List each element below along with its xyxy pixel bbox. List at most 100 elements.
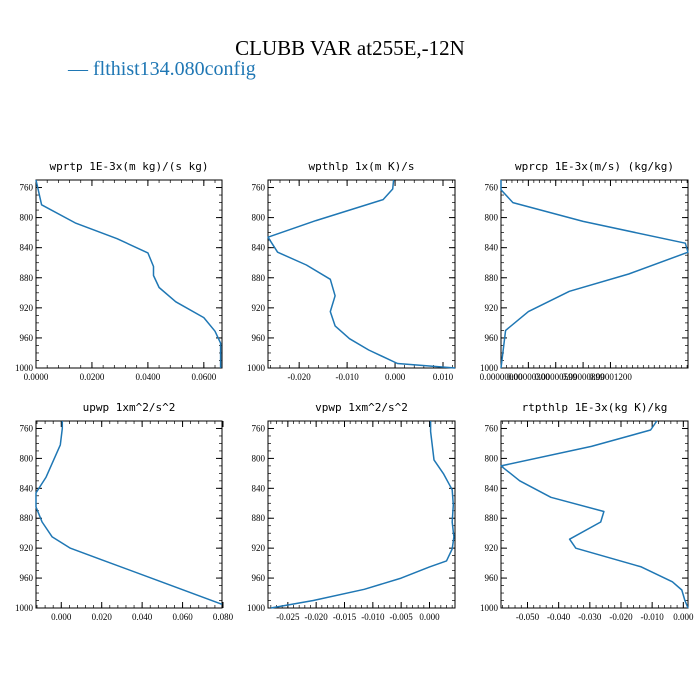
y-tick-label: 800 (252, 213, 266, 223)
x-tick-label: 0.00000300 (507, 372, 550, 382)
plot-panel-1: wpthlp 1x(m K)/s 760 800 840 880 920 960 1000 -0… (247, 160, 456, 382)
x-tick-label: 0.000 (673, 612, 694, 622)
x-tick-label: 0.080 (213, 612, 234, 622)
x-tick-label: 0.0000 (24, 372, 49, 382)
plot-panel-2: wprcp 1E-3x(m/s) (kg/kg) 760 800 840 880 920 9… (480, 160, 689, 382)
y-tick-label: 1000 (247, 603, 266, 613)
x-tick-label: 0.000 (419, 612, 440, 622)
legend: — flthist134.080config (68, 58, 256, 81)
y-tick-label: 960 (252, 573, 266, 583)
plot-frame (267, 179, 456, 369)
y-tick-label: 960 (20, 333, 34, 343)
legend-label: flthist134.080config (93, 58, 256, 80)
y-tick-label: 840 (485, 483, 499, 493)
x-tick-label: -0.030 (578, 612, 602, 622)
plot-frame (35, 179, 223, 369)
y-tick-label: 760 (20, 423, 34, 433)
x-tick-label: 0.060 (172, 612, 193, 622)
plot-frame (35, 420, 223, 609)
series-line (500, 420, 689, 609)
panel-title: wprtp 1E-3x(m kg)/(s kg) (50, 160, 209, 173)
y-tick-label: 880 (20, 273, 34, 283)
y-tick-label: 840 (20, 243, 34, 253)
x-tick-label: -0.020 (305, 612, 329, 622)
y-tick-label: 880 (20, 513, 34, 523)
y-tick-label: 760 (485, 423, 499, 433)
y-tick-label: 1000 (15, 363, 34, 373)
x-tick-label: 0.040 (132, 612, 153, 622)
panel-title: wpthlp 1x(m K)/s (309, 160, 415, 173)
y-tick-label: 960 (485, 573, 499, 583)
y-tick-label: 840 (20, 483, 34, 493)
x-tick-label: -0.010 (335, 372, 359, 382)
plot-panel-0: wprtp 1E-3x(m kg)/(s kg) 760 800 840 880 920 9… (15, 160, 223, 382)
x-tick-label: 0.020 (92, 612, 113, 622)
y-tick-label: 1000 (480, 603, 499, 613)
x-tick-label: -0.010 (641, 612, 665, 622)
series-line (270, 421, 455, 609)
y-tick-label: 840 (252, 243, 266, 253)
y-tick-label: 880 (485, 273, 499, 283)
series-line (267, 179, 456, 369)
x-tick-label: 0.0200 (80, 372, 105, 382)
x-tick-label: 0.0600 (191, 372, 216, 382)
x-tick-label: -0.050 (516, 612, 540, 622)
panel-title: vpwp 1xm^2/s^2 (315, 401, 408, 414)
x-tick-label: -0.040 (547, 612, 571, 622)
plot-panel-3: upwp 1xm^2/s^2 760 800 840 880 920 960 1000 0.00… (15, 401, 234, 622)
series-line (500, 180, 689, 369)
x-tick-label: -0.005 (390, 612, 414, 622)
x-tick-label: 0.00001200 (589, 372, 632, 382)
figure-title: CLUBB VAR at255E,-12N (235, 36, 465, 60)
y-tick-label: 1000 (247, 363, 266, 373)
y-tick-label: 760 (485, 183, 499, 193)
x-tick-label: 0.000 (385, 372, 406, 382)
series-line (35, 421, 223, 606)
x-tick-label: -0.015 (333, 612, 357, 622)
panel-title: rtpthlp 1E-3x(kg K)/kg (522, 401, 668, 414)
y-tick-label: 1000 (480, 363, 499, 373)
x-tick-label: 0.0400 (136, 372, 161, 382)
y-tick-label: 840 (252, 483, 266, 493)
x-tick-label: -0.010 (361, 612, 385, 622)
y-tick-label: 880 (252, 513, 266, 523)
y-tick-label: 760 (252, 423, 266, 433)
y-tick-label: 920 (20, 303, 34, 313)
x-tick-label: -0.020 (288, 372, 312, 382)
x-tick-label: 0.00000000 (480, 372, 523, 382)
plot-panel-5: rtpthlp 1E-3x(kg K)/kg 760 800 840 880 920 960… (480, 401, 694, 622)
plot-panel-4: vpwp 1xm^2/s^2 760 800 840 880 920 960 1000 -0.0… (247, 401, 456, 622)
y-tick-label: 920 (20, 543, 34, 553)
y-tick-label: 960 (485, 333, 499, 343)
y-tick-label: 920 (252, 303, 266, 313)
legend-line-icon: — (68, 58, 88, 80)
y-tick-label: 800 (252, 453, 266, 463)
y-tick-label: 920 (252, 543, 266, 553)
x-tick-label: -0.025 (276, 612, 300, 622)
x-tick-label: 0.010 (433, 372, 454, 382)
series-line (35, 179, 222, 368)
y-tick-label: 800 (485, 453, 499, 463)
y-tick-label: 960 (252, 333, 266, 343)
y-tick-label: 1000 (15, 603, 34, 613)
y-tick-label: 800 (485, 213, 499, 223)
y-tick-label: 960 (20, 573, 34, 583)
y-tick-label: 760 (252, 183, 266, 193)
y-tick-label: 880 (485, 513, 499, 523)
y-tick-label: 920 (485, 543, 499, 553)
panel-title: wprcp 1E-3x(m/s) (kg/kg) (515, 160, 674, 173)
y-tick-label: 880 (252, 273, 266, 283)
plot-frame (500, 179, 689, 369)
y-tick-label: 800 (20, 213, 34, 223)
x-tick-label: 0.00000899 (562, 372, 605, 382)
panel-title: upwp 1xm^2/s^2 (83, 401, 176, 414)
y-tick-label: 800 (20, 453, 34, 463)
y-tick-label: 760 (20, 183, 34, 193)
y-tick-label: 840 (485, 243, 499, 253)
x-tick-label: -0.020 (609, 612, 633, 622)
plot-frame (267, 420, 456, 609)
x-tick-label: 0.00000599 (534, 372, 577, 382)
plot-frame (500, 420, 689, 609)
x-tick-label: 0.000 (51, 612, 72, 622)
